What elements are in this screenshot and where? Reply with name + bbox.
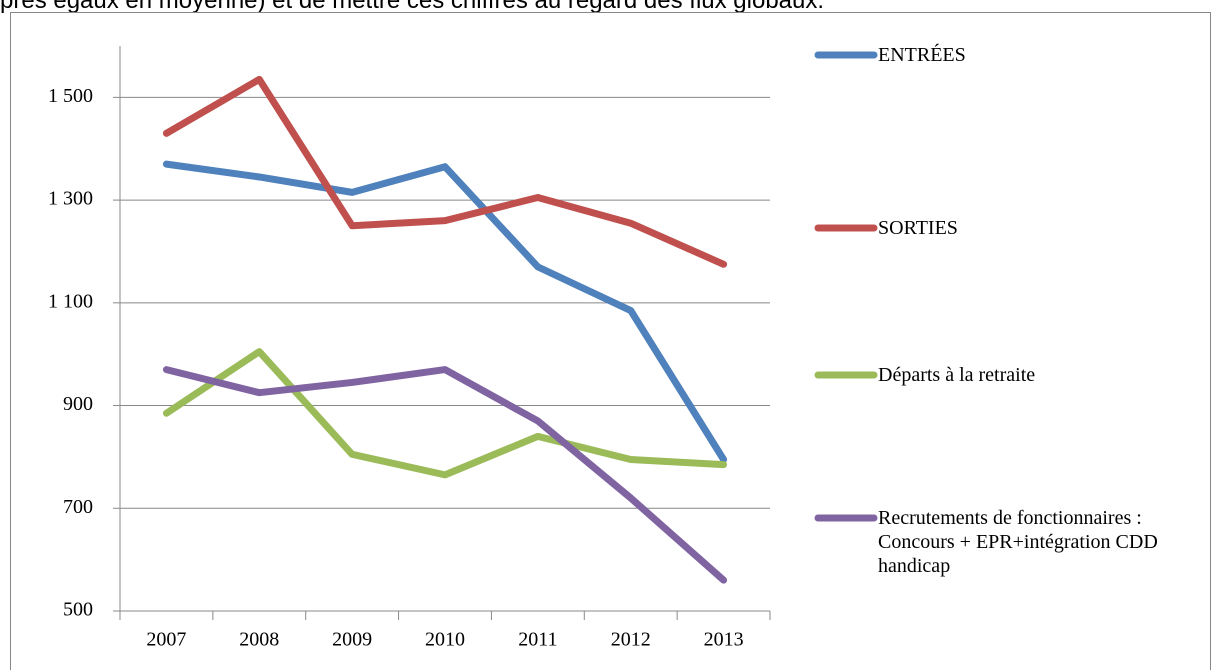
x-tick-label: 2013: [704, 629, 744, 651]
series-line: [162, 348, 728, 479]
y-tick-label: 1 100: [48, 290, 93, 312]
caption: près égaux en moyenne) et de mettre ces …: [0, 0, 825, 14]
x-tick-label: 2010: [425, 629, 465, 651]
legend-label: Départs à la retraite: [878, 364, 1036, 386]
x-tick-label: 2011: [518, 629, 557, 651]
series-line: [162, 75, 728, 268]
legend-label: SORTIES: [878, 217, 958, 239]
y-tick-label: 1 300: [48, 188, 93, 210]
x-tick-label: 2007: [146, 629, 186, 651]
x-tick-label: 2008: [239, 629, 279, 651]
y-tick-label: 1 500: [48, 85, 93, 107]
legend-label: ENTRÉES: [878, 44, 966, 66]
series-line: [162, 160, 728, 463]
y-tick-label: 500: [63, 599, 93, 621]
y-tick-label: 900: [63, 393, 93, 415]
y-tick-label: 700: [63, 496, 93, 518]
x-tick-label: 2012: [611, 629, 651, 651]
x-tick-label: 2009: [332, 629, 372, 651]
series-line: [162, 366, 728, 584]
legend-label: Recrutements de fonctionnaires : Concour…: [878, 507, 1158, 577]
